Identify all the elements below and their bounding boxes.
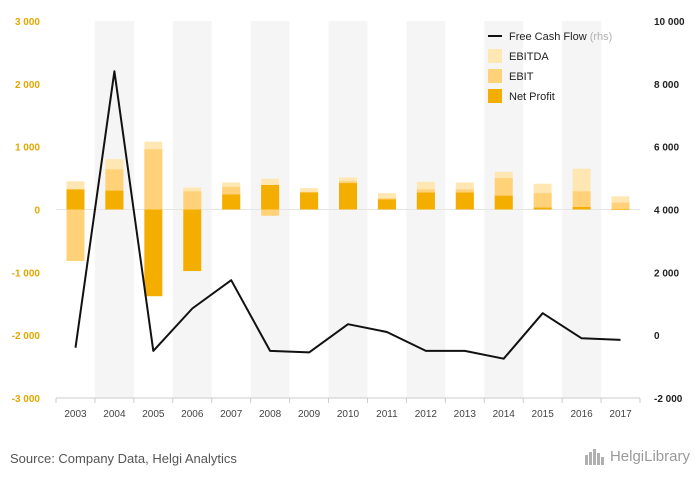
net-profit-bar (66, 189, 85, 210)
ebit-bar (572, 191, 591, 210)
legend-label: EBITDA (509, 51, 549, 63)
net-profit-bar (611, 209, 630, 210)
x-axis-tick-label: 2006 (181, 409, 204, 420)
left-axis-tick-label: 1 000 (15, 143, 40, 154)
x-axis-tick-label: 2005 (142, 409, 165, 420)
legend-box-swatch (488, 89, 502, 103)
net-profit-bar (222, 194, 241, 210)
right-axis-tick-label: 6 000 (654, 143, 679, 154)
right-axis-tick-label: 10 000 (654, 17, 685, 28)
left-axis-tick-label: 2 000 (15, 80, 40, 91)
x-axis-tick-label: 2013 (454, 409, 477, 420)
right-axis-tick-label: 2 000 (654, 268, 679, 279)
right-axis-tick-label: -2 000 (654, 394, 683, 405)
left-axis-tick-label: 0 (34, 206, 40, 217)
legend-label: Free Cash Flow (rhs) (509, 31, 612, 43)
net-profit-bar (494, 195, 513, 210)
net-profit-bar (533, 207, 552, 210)
x-axis-tick-label: 2007 (220, 409, 243, 420)
ebit-bar (261, 209, 280, 216)
ebit-bar (66, 209, 85, 262)
helgi-library-logo: HelgiLibrary (584, 448, 690, 465)
library-logo-icon (584, 448, 605, 465)
net-profit-bar (105, 190, 124, 210)
x-axis-tick-label: 2012 (415, 409, 438, 420)
x-axis-tick-label: 2008 (259, 409, 282, 420)
left-axis-tick-label: -3 000 (12, 394, 41, 405)
source-note: Source: Company Data, Helgi Analytics (10, 451, 237, 466)
x-axis-tick-label: 2004 (103, 409, 126, 420)
left-axis-tick-label: -1 000 (12, 268, 41, 279)
right-axis-tick-label: 0 (654, 331, 660, 342)
right-axis-tick-label: 8 000 (654, 80, 679, 91)
legend-box-swatch (488, 49, 502, 63)
left-axis-tick-label: -2 000 (12, 331, 41, 342)
x-axis-tick-label: 2011 (376, 409, 398, 420)
legend-label: Net Profit (509, 91, 555, 103)
legend-box-swatch (488, 69, 502, 83)
left-axis-tick-label: 3 000 (15, 17, 40, 28)
ebit-bar (611, 202, 630, 210)
ebit-bar (144, 149, 163, 210)
x-axis-tick-label: 2016 (570, 409, 593, 420)
net-profit-bar (339, 183, 357, 210)
net-profit-bar (416, 192, 435, 210)
net-profit-bar (572, 206, 591, 210)
x-axis-tick-label: 2017 (609, 409, 632, 420)
legend-rhs-note: (rhs) (587, 31, 613, 43)
net-profit-bar (300, 192, 319, 210)
net-profit-bar (377, 199, 396, 210)
x-axis-tick-label: 2015 (532, 409, 555, 420)
x-axis-tick-label: 2010 (337, 409, 360, 420)
net-profit-bar (144, 209, 163, 297)
net-profit-bar (183, 209, 202, 272)
net-profit-bar (261, 184, 280, 210)
ebit-bar (533, 193, 552, 210)
net-profit-bar (455, 192, 474, 210)
x-axis-tick-label: 2003 (64, 409, 87, 420)
logo-text: HelgiLibrary (609, 448, 690, 465)
legend-label: EBIT (509, 71, 534, 83)
free-cash-flow-line (74, 70, 621, 360)
right-axis-tick-label: 4 000 (654, 206, 679, 217)
x-axis-tick-label: 2009 (298, 409, 321, 420)
ebit-bar (183, 191, 202, 210)
x-axis-tick-label: 2014 (493, 409, 516, 420)
